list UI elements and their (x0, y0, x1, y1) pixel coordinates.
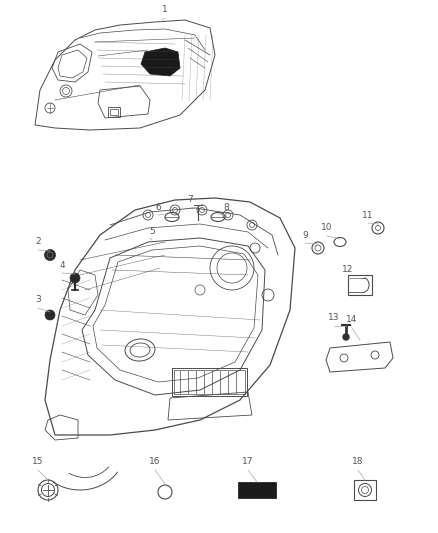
Bar (172, 368, 247, 396)
Bar (110, 109, 118, 115)
Bar (238, 482, 276, 498)
Text: 11: 11 (362, 211, 374, 220)
Text: 6: 6 (155, 203, 161, 212)
Circle shape (343, 334, 349, 340)
Text: 8: 8 (223, 203, 229, 212)
Text: 14: 14 (346, 316, 358, 325)
Bar (354, 480, 376, 500)
Text: 13: 13 (328, 313, 340, 322)
Text: 4: 4 (59, 261, 65, 270)
Text: 16: 16 (149, 457, 161, 466)
Text: 2: 2 (35, 238, 41, 246)
Polygon shape (141, 48, 180, 76)
Bar (348, 275, 372, 295)
Text: 3: 3 (35, 295, 41, 304)
Text: 5: 5 (149, 228, 155, 237)
Text: 15: 15 (32, 457, 44, 466)
Circle shape (45, 310, 55, 320)
Circle shape (45, 249, 56, 261)
Bar (108, 107, 120, 117)
Bar (174, 370, 245, 394)
Text: 9: 9 (302, 230, 308, 239)
Text: 1: 1 (162, 5, 168, 14)
Text: 12: 12 (343, 265, 354, 274)
Text: 7: 7 (187, 196, 193, 205)
Text: 18: 18 (352, 457, 364, 466)
Text: 10: 10 (321, 223, 333, 232)
Circle shape (70, 273, 80, 283)
Text: 17: 17 (242, 457, 254, 466)
